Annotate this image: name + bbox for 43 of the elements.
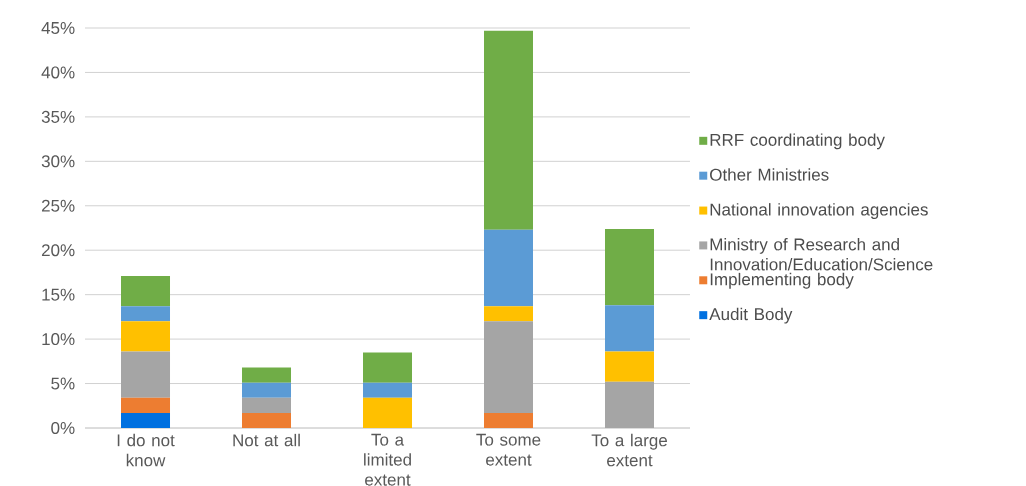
y-tick-label: 5% [51, 377, 75, 390]
y-tick-label: 25% [41, 199, 75, 212]
bar [242, 397, 291, 413]
y-tick-label: 30% [41, 155, 75, 168]
bar [484, 306, 533, 322]
bar [121, 321, 171, 352]
bar [484, 30, 533, 230]
y-tick-label: 35% [41, 110, 75, 123]
legend-label: Implementing body [710, 272, 854, 289]
legend-label: Audit Body [709, 307, 793, 324]
bar [363, 352, 412, 383]
legend-label: Other Ministries [710, 168, 829, 181]
bar [363, 397, 412, 428]
x-tick-label: To a large extent [591, 433, 667, 467]
y-tick-label: 15% [42, 288, 75, 301]
bar [121, 397, 171, 413]
bar [605, 305, 654, 352]
bar [484, 412, 533, 428]
bar [121, 306, 171, 322]
legend-label: RRF coordinating body [710, 133, 885, 150]
y-tick-label: 45% [41, 22, 75, 34]
bar [242, 367, 291, 383]
bar [121, 412, 171, 428]
bar [242, 382, 291, 398]
bar [605, 351, 654, 382]
legend-label: Ministry of Research and Innovation/Education/Science [710, 238, 933, 271]
bar [484, 321, 533, 413]
x-tick-label: Not at all [233, 433, 300, 447]
bar [605, 381, 654, 428]
x-tick-label: I do not know [117, 433, 175, 467]
y-tick-label: 40% [41, 66, 75, 79]
bar [363, 382, 412, 398]
bar [121, 275, 171, 307]
y-tick-label: 20% [41, 244, 75, 257]
bar [121, 351, 171, 398]
y-tick-label: 10% [42, 333, 75, 346]
y-tick-label: 0% [51, 421, 75, 435]
bar [484, 229, 533, 307]
x-tick-label: To a limited extent [364, 433, 411, 486]
legend-label: National innovation agencies [710, 203, 928, 219]
x-tick-label: To some extent [476, 433, 541, 466]
bar [605, 228, 654, 306]
bar [242, 412, 291, 428]
